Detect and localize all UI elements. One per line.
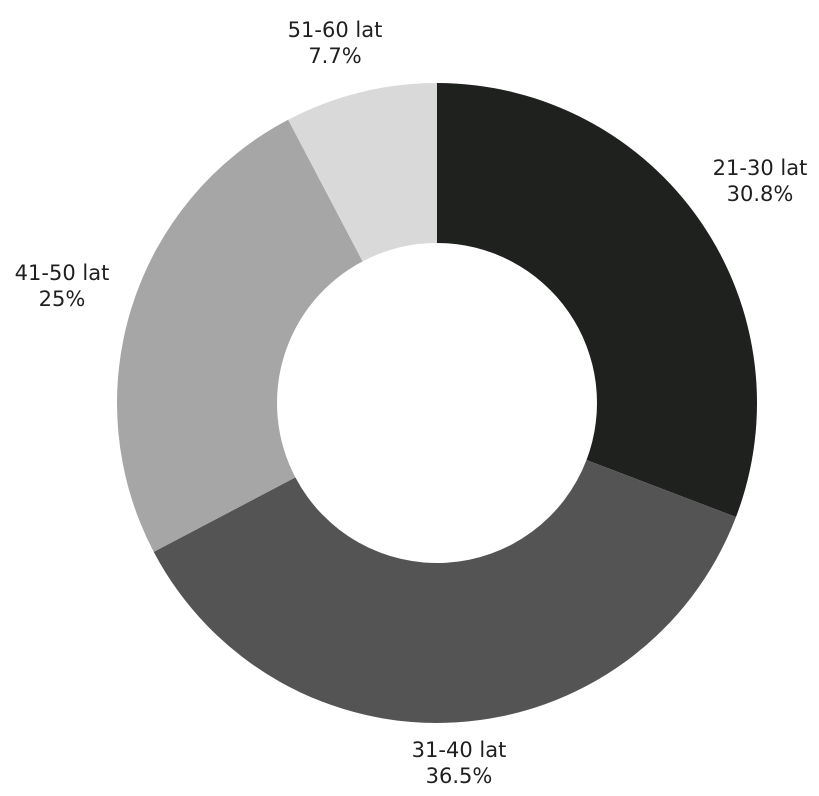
slice-category-label: 41-50 lat [15,261,110,285]
slice-category-label: 31-40 lat [412,738,507,762]
slice-value-label: 7.7% [308,44,361,68]
slice-category-label: 51-60 lat [288,18,383,42]
slice-label-41-50-lat: 41-50 lat 25% [15,261,110,311]
donut-slice-31-40-lat [153,460,736,724]
donut-slice-41-50-lat [117,119,363,552]
slice-category-label: 21-30 lat [713,156,808,180]
slice-label-21-30-lat: 21-30 lat 30.8% [713,156,808,206]
slice-label-31-40-lat: 31-40 lat 36.5% [412,738,507,788]
slice-labels: 21-30 lat 30.8% 31-40 lat 36.5% 41-50 lat 25%… [15,18,808,788]
slice-value-label: 30.8% [727,182,794,206]
slice-value-label: 25% [39,287,86,311]
slice-label-51-60-lat: 51-60 lat 7.7% [288,18,383,68]
donut-slice-51-60-lat [288,83,437,262]
slice-value-label: 36.5% [426,764,493,788]
donut-slices [117,83,758,724]
donut-slice-21-30-lat [437,83,758,518]
